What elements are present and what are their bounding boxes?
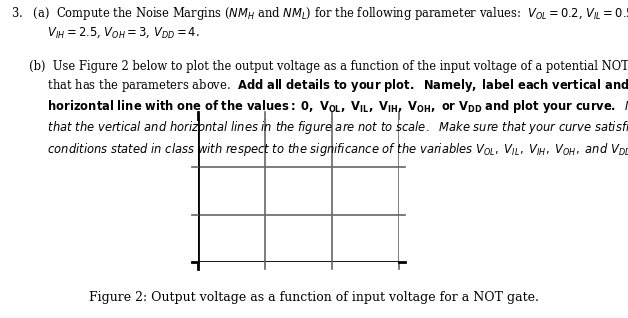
Text: 3.   (a)  Compute the Noise Margins ($NM_H$ and $NM_L$) for the following parame: 3. (a) Compute the Noise Margins ($NM_H$… <box>11 5 628 158</box>
Text: Figure 2: Output voltage as a function of input voltage for a NOT gate.: Figure 2: Output voltage as a function o… <box>89 291 539 304</box>
